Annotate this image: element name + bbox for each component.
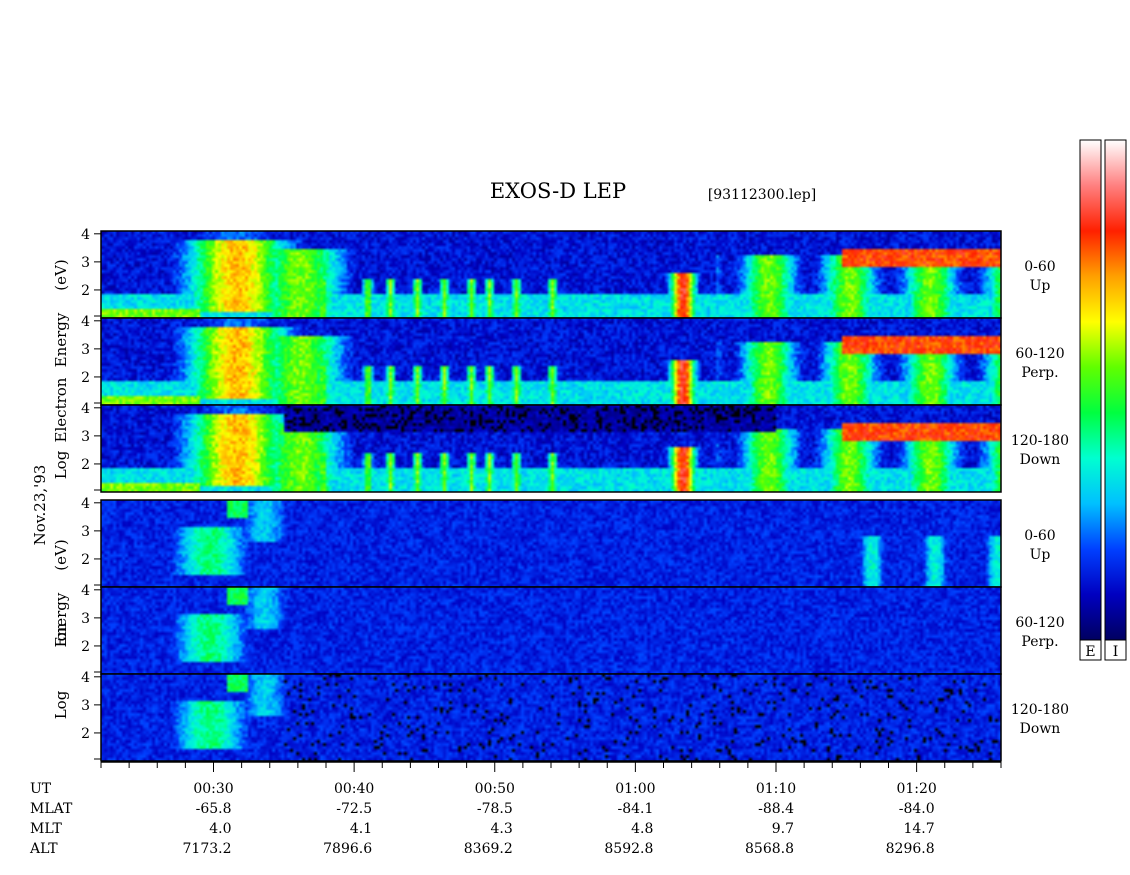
panel-frame xyxy=(100,673,1002,762)
spectrogram-panels xyxy=(100,230,1002,762)
electron-ylabel-word: (eV) xyxy=(52,259,70,290)
energy-tick-label: 2 xyxy=(81,639,90,655)
energy-tick-label: 2 xyxy=(81,726,90,742)
footer-mlat-value: -84.1 xyxy=(617,801,653,817)
footer-ut-value: 01:10 xyxy=(756,781,796,797)
electron-ylabel-word: Log xyxy=(52,450,70,479)
colorbar-label-box xyxy=(1104,639,1127,661)
footer-mlt-value: 4.0 xyxy=(209,821,231,837)
ion-ylabel-word: Energy xyxy=(52,592,70,647)
footer-alt-value: 7896.6 xyxy=(323,841,372,857)
footer-ut-value: 01:20 xyxy=(896,781,936,797)
ion-spectrogram-120-180 xyxy=(101,674,1001,761)
channel-direction-label: Up xyxy=(1030,278,1051,294)
channel-direction-label: Down xyxy=(1020,721,1061,737)
chart-title: EXOS-D LEP xyxy=(490,179,626,203)
footer-row-label: MLAT xyxy=(30,801,73,817)
colorbar-label-box xyxy=(1079,639,1102,661)
footer-alt-value: 7173.2 xyxy=(183,841,232,857)
electron-ylabel-word: Energy xyxy=(52,312,70,367)
channel-range-label: 60-120 xyxy=(1015,346,1064,362)
energy-tick-label: 4 xyxy=(81,496,90,512)
channel-direction-label: Perp. xyxy=(1021,365,1058,381)
panel-frame xyxy=(100,404,1002,493)
footer-mlat-value: -72.5 xyxy=(336,801,372,817)
colorbar-label: E xyxy=(1085,644,1095,660)
ion-ylabel-word: Log xyxy=(52,690,70,719)
footer-mlat-value: -65.8 xyxy=(196,801,232,817)
channel-range-label: 120-180 xyxy=(1011,702,1069,718)
footer-mlt-value: 9.7 xyxy=(772,821,794,837)
colorbar-E xyxy=(1079,139,1102,641)
footer-mlat-value: -88.4 xyxy=(758,801,794,817)
electron-spectrogram-60-120 xyxy=(101,318,1001,405)
footer-alt-value: 8592.8 xyxy=(604,841,653,857)
energy-tick-label: 2 xyxy=(81,370,90,386)
channel-range-label: 0-60 xyxy=(1024,528,1055,544)
electron-ylabel-word: Electron xyxy=(52,377,70,442)
channel-labels: 0-60 Up 60-120 Perp. 120-180 Down 0-60 Up 60-120… xyxy=(1011,259,1069,737)
channel-range-label: 120-180 xyxy=(1011,433,1069,449)
footer-ut-value: 00:30 xyxy=(193,781,233,797)
ion-ylabel-word: (eV) xyxy=(52,539,70,570)
channel-range-label: 60-120 xyxy=(1015,615,1064,631)
footer-mlt-value: 4.1 xyxy=(350,821,372,837)
footer-alt-value: 8296.8 xyxy=(886,841,935,857)
energy-tick-label: 4 xyxy=(81,583,90,599)
file-label: [93112300.lep] xyxy=(708,187,816,203)
footer-alt-value: 8568.8 xyxy=(745,841,794,857)
energy-tick-label: 4 xyxy=(81,227,90,243)
channel-direction-label: Down xyxy=(1020,452,1061,468)
footer-row-label: MLT xyxy=(30,821,62,837)
time-axis xyxy=(100,761,1002,772)
energy-tick-label: 2 xyxy=(81,552,90,568)
colorbar-label: I xyxy=(1113,644,1119,660)
energy-tick-label: 3 xyxy=(81,429,90,445)
electron-spectrogram-0-60 xyxy=(101,231,1001,318)
energy-axis-ticks: 4 3 2 4 3 2 4 3 2 4 3 2 4 3 2 4 3 2 xyxy=(81,227,101,760)
footer-ut-value: 00:50 xyxy=(475,781,515,797)
footer-mlt-value: 14.7 xyxy=(903,821,934,837)
channel-range-label: 0-60 xyxy=(1024,259,1055,275)
ion-ylabel-word: Ion xyxy=(52,622,70,647)
energy-tick-label: 3 xyxy=(81,255,90,271)
footer-ut-value: 00:40 xyxy=(334,781,374,797)
footer-mlt-value: 4.8 xyxy=(631,821,653,837)
footer-mlat-value: -78.5 xyxy=(477,801,513,817)
energy-tick-label: 3 xyxy=(81,611,90,627)
energy-tick-label: 3 xyxy=(81,342,90,358)
energy-tick-label: 4 xyxy=(81,670,90,686)
footer-row-label: ALT xyxy=(29,841,58,857)
footer-ut-value: 01:00 xyxy=(615,781,655,797)
orbit-footer-table: UT MLAT MLT ALT 00:30 -65.8 4.0 7173.2 00:40 -72.… xyxy=(29,781,937,857)
footer-alt-value: 8369.2 xyxy=(464,841,513,857)
date-label: Nov.23,'93 xyxy=(31,465,49,546)
footer-mlt-value: 4.3 xyxy=(490,821,512,837)
colorbar-I xyxy=(1104,139,1127,641)
electron-spectrogram-120-180 xyxy=(101,405,1001,492)
ion-spectrogram-60-120 xyxy=(101,587,1001,674)
energy-tick-label: 4 xyxy=(81,401,90,417)
energy-tick-label: 4 xyxy=(81,314,90,330)
energy-tick-label: 2 xyxy=(81,457,90,473)
footer-row-label: UT xyxy=(30,781,52,797)
channel-direction-label: Perp. xyxy=(1021,634,1058,650)
channel-direction-label: Up xyxy=(1030,547,1051,563)
ion-spectrogram-0-60 xyxy=(101,500,1001,587)
footer-mlat-value: -84.0 xyxy=(899,801,935,817)
energy-tick-label: 2 xyxy=(81,283,90,299)
energy-tick-label: 3 xyxy=(81,698,90,714)
energy-tick-label: 3 xyxy=(81,524,90,540)
